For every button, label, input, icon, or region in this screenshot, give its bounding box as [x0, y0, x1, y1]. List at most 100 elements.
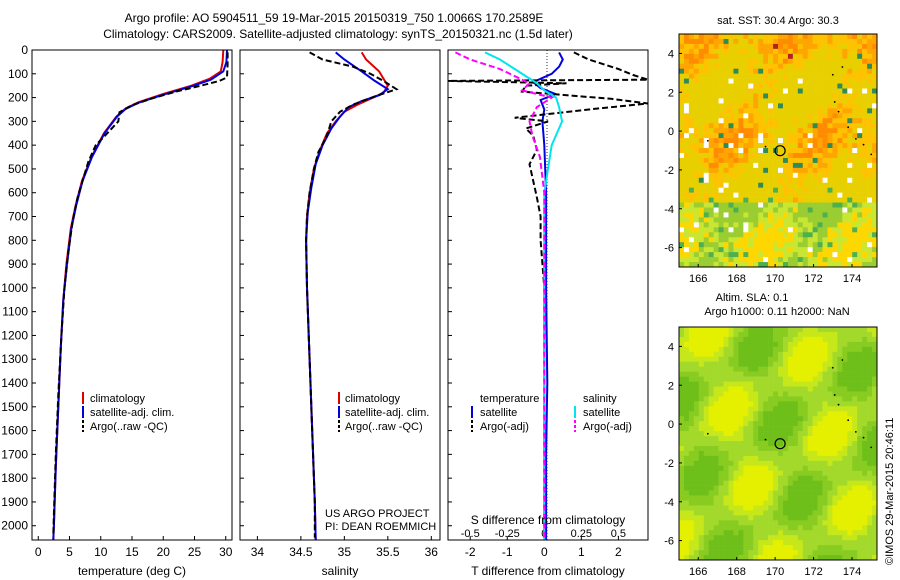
- sla-cell: [842, 470, 848, 477]
- sst-cell: [782, 237, 789, 243]
- sst-cell: [827, 177, 833, 184]
- sla-cell: [768, 416, 774, 422]
- sst-cell: [862, 157, 868, 164]
- sst-cell: [748, 128, 754, 134]
- sla-title-2: Argo h1000: 0.11 h2000: NaN: [704, 306, 849, 318]
- sla-cell: [827, 495, 833, 501]
- sst-cell: [782, 83, 789, 89]
- sla-cell: [708, 485, 714, 491]
- sla-cell: [797, 510, 804, 516]
- sst-cell: [758, 197, 764, 203]
- sla-cell: [773, 460, 779, 467]
- sst-cell: [778, 227, 784, 233]
- sst-cell: [797, 217, 804, 223]
- sla-cell: [738, 460, 744, 467]
- sst-cell: [773, 252, 779, 258]
- sst-cell: [792, 167, 799, 174]
- sla-cell: [738, 475, 744, 481]
- sla-cell: [862, 336, 868, 343]
- sla-cell: [748, 495, 754, 501]
- sst-cell: [679, 103, 685, 109]
- sla-cell: [827, 470, 833, 477]
- sla-cell: [792, 406, 799, 412]
- sst-cell: [763, 187, 769, 193]
- sst-cell: [723, 98, 729, 104]
- sla-cell: [787, 441, 794, 447]
- sla-cell: [792, 376, 799, 382]
- sst-cell: [723, 227, 729, 233]
- sla-cell: [713, 426, 719, 432]
- sla-cell: [778, 406, 784, 412]
- sst-cell: [847, 262, 853, 268]
- sla-cell: [792, 391, 799, 397]
- sst-cell: [847, 143, 853, 149]
- sla-cell: [778, 331, 784, 338]
- sst-cell: [782, 252, 789, 258]
- sla-cell: [837, 555, 843, 561]
- sla-cell: [718, 470, 724, 477]
- sst-cell: [753, 162, 759, 169]
- sst-cell: [728, 237, 734, 243]
- sla-cell: [807, 450, 813, 457]
- sla-cell: [812, 391, 818, 397]
- sla-cell: [782, 331, 789, 338]
- sla-cell: [768, 450, 774, 457]
- sla-cell: [728, 327, 734, 333]
- sst-cell: [837, 83, 843, 89]
- sla-cell: [802, 366, 808, 372]
- sst-cell: [693, 88, 700, 94]
- sla-cell: [758, 455, 764, 462]
- sst-cell: [728, 43, 734, 50]
- sst-cell: [728, 53, 734, 60]
- sst-cell: [748, 157, 754, 164]
- sla-cell: [698, 465, 705, 472]
- sst-cell: [683, 118, 690, 124]
- sla-cell: [842, 436, 848, 442]
- sla-cell: [753, 550, 759, 556]
- sla-cell: [683, 540, 690, 546]
- sla-cell: [817, 455, 823, 462]
- sst-cell: [763, 167, 769, 174]
- sla-cell: [703, 520, 709, 526]
- sla-cell: [723, 530, 729, 536]
- sst-cell: [748, 108, 754, 114]
- sla-cell: [852, 445, 858, 452]
- sla-cell: [822, 450, 828, 457]
- sst-cell: [773, 187, 779, 193]
- sst-cell: [797, 162, 804, 169]
- temp-ytick-label: 800: [8, 233, 28, 247]
- sla-cell: [867, 470, 873, 477]
- sst-cell: [748, 207, 754, 213]
- sla-cell: [817, 475, 823, 481]
- sal-xtick-label: 34: [251, 545, 265, 559]
- sla-cell: [802, 525, 808, 531]
- sla-cell: [802, 500, 808, 506]
- sla-cell: [733, 421, 739, 427]
- sst-cell: [748, 247, 754, 253]
- sla-cell: [728, 391, 734, 397]
- sst-cell: [862, 148, 868, 154]
- sst-cell: [862, 207, 868, 213]
- diff-legend-targo: Argo(-adj): [480, 421, 529, 433]
- sst-cell: [867, 93, 873, 99]
- sst-cell: [807, 252, 813, 258]
- sst-cell: [812, 242, 818, 248]
- sst-cell: [827, 227, 833, 233]
- sst-cell: [763, 128, 769, 134]
- sst-cell: [708, 247, 714, 253]
- sst-cell: [802, 167, 808, 174]
- sla-cell: [763, 445, 769, 452]
- sla-cell: [718, 351, 724, 358]
- sla-cell: [847, 470, 853, 477]
- sla-cell: [723, 510, 729, 516]
- sst-cell: [753, 83, 759, 89]
- sst-cell: [792, 58, 799, 65]
- sst-cell: [728, 227, 734, 233]
- sst-cell: [713, 68, 719, 74]
- sst-cell: [758, 88, 764, 94]
- sst-cell: [728, 113, 734, 119]
- sst-cell: [748, 252, 754, 258]
- sla-cell: [827, 545, 833, 551]
- sst-cell: [807, 212, 813, 218]
- sst-cell: [679, 73, 685, 79]
